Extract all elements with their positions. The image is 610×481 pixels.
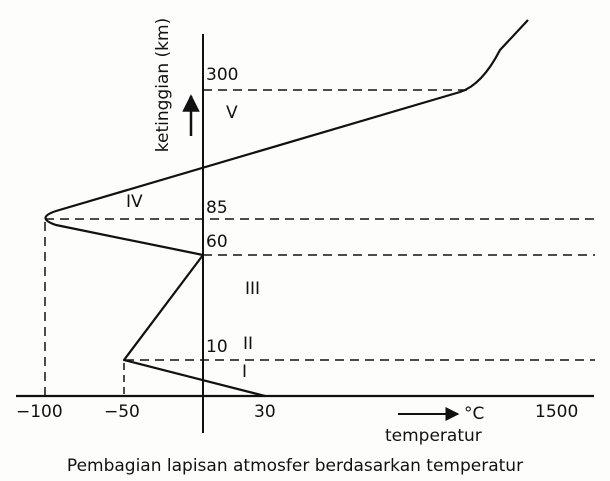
y-axis-label: ketinggian (km) bbox=[153, 17, 173, 153]
layer-label-I: I bbox=[242, 362, 248, 382]
x-tick-1500: 1500 bbox=[535, 402, 579, 422]
x-axis-label: temperatur bbox=[385, 426, 482, 446]
figure-caption: Pembagian lapisan atmosfer berdasarkan t… bbox=[66, 456, 524, 476]
layer-label-V: V bbox=[226, 103, 238, 123]
x-tick-minus50: −50 bbox=[104, 402, 140, 422]
layer-label-IV: IV bbox=[126, 192, 143, 212]
layer-label-II: II bbox=[243, 334, 254, 354]
layer-label-III: III bbox=[245, 279, 261, 299]
altitude-label-10: 10 bbox=[206, 337, 228, 357]
temperature-unit: °C bbox=[464, 404, 485, 424]
altitude-label-85: 85 bbox=[206, 198, 228, 218]
x-tick-minus100: −100 bbox=[16, 402, 63, 422]
altitude-label-300: 300 bbox=[206, 65, 239, 85]
temperature-profile-curve bbox=[44, 19, 529, 398]
x-tick-30: 30 bbox=[254, 402, 276, 422]
altitude-label-60: 60 bbox=[206, 232, 228, 252]
